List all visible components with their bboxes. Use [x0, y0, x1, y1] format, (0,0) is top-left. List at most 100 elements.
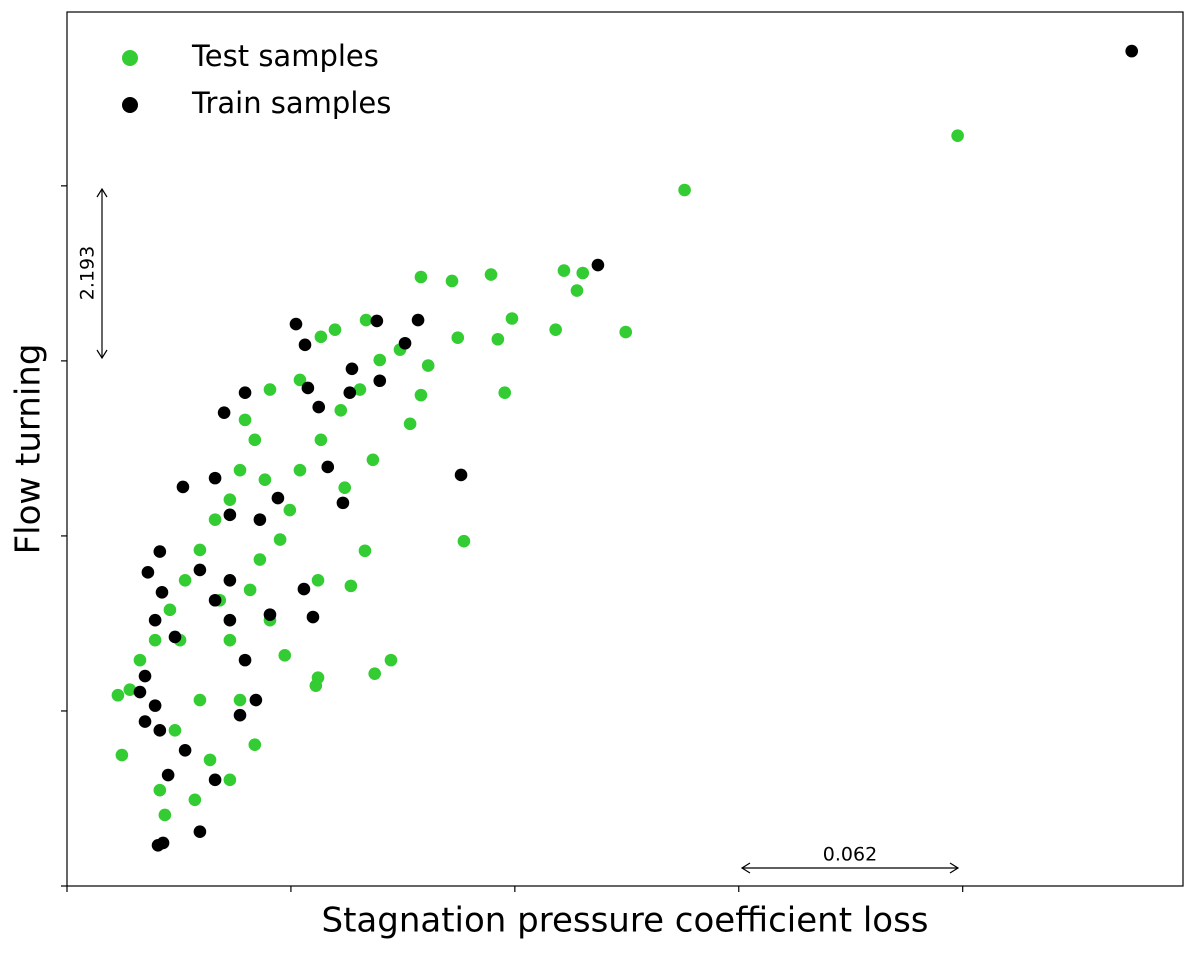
point	[283, 503, 297, 517]
point	[271, 491, 285, 505]
point	[293, 463, 307, 477]
point	[366, 453, 380, 467]
point	[505, 312, 519, 325]
point	[358, 544, 372, 558]
point	[336, 496, 350, 510]
point	[223, 508, 237, 522]
legend-marker	[122, 97, 138, 113]
point	[153, 545, 167, 558]
point	[306, 610, 320, 624]
point	[168, 630, 182, 644]
plot-frame	[66, 11, 1184, 887]
point	[557, 264, 571, 277]
point	[178, 573, 192, 587]
point	[343, 386, 357, 400]
point	[168, 724, 182, 737]
point	[141, 566, 155, 579]
point	[161, 768, 175, 782]
point	[334, 403, 348, 417]
point	[384, 653, 398, 667]
point	[148, 633, 162, 647]
point	[223, 633, 237, 647]
point	[570, 284, 584, 297]
point	[233, 708, 247, 722]
point	[238, 653, 252, 667]
point	[176, 480, 190, 494]
point	[238, 386, 252, 400]
point	[249, 693, 263, 707]
point	[258, 473, 272, 487]
point	[619, 325, 633, 339]
point	[457, 534, 471, 548]
point	[253, 513, 267, 526]
point	[208, 513, 222, 526]
point	[208, 593, 222, 607]
x-axis-title: Stagnation pressure coefficient loss	[321, 901, 928, 941]
point	[153, 783, 167, 797]
point	[278, 649, 292, 662]
point	[178, 744, 192, 757]
point	[445, 274, 459, 288]
point	[233, 463, 247, 477]
point	[484, 268, 498, 281]
point	[353, 383, 367, 396]
point	[359, 313, 373, 327]
point	[454, 468, 468, 482]
point	[233, 693, 247, 707]
point	[576, 266, 590, 280]
point	[344, 579, 358, 593]
point	[203, 753, 217, 767]
point	[370, 314, 384, 328]
point	[373, 353, 387, 367]
point	[243, 583, 257, 597]
scale-bar-x	[740, 862, 960, 874]
point	[312, 400, 326, 414]
scale-bar-y	[96, 187, 108, 360]
y-axis-title: Flow turning	[9, 344, 49, 555]
point	[163, 603, 177, 617]
point	[311, 573, 325, 587]
point	[314, 330, 328, 344]
point	[208, 773, 222, 787]
point	[248, 738, 262, 752]
point	[156, 836, 170, 850]
point	[217, 406, 231, 419]
point	[253, 553, 267, 566]
point	[403, 417, 417, 431]
point	[111, 688, 125, 702]
point	[951, 129, 964, 143]
point	[148, 699, 162, 712]
point	[223, 573, 237, 587]
point	[297, 582, 311, 596]
point	[345, 362, 359, 376]
point	[138, 715, 152, 728]
point	[451, 331, 465, 344]
point	[263, 383, 277, 396]
point	[338, 481, 352, 495]
point	[491, 332, 505, 346]
point	[368, 667, 382, 680]
point	[133, 653, 147, 667]
point	[328, 323, 342, 336]
legend-label: Train samples	[191, 86, 391, 120]
point	[591, 258, 605, 272]
point	[138, 669, 152, 683]
point	[289, 317, 303, 331]
point	[223, 613, 237, 627]
point	[421, 359, 435, 372]
point	[263, 608, 277, 621]
point	[148, 613, 162, 627]
point	[314, 433, 328, 447]
point	[223, 773, 237, 787]
legend-marker	[122, 50, 138, 66]
point	[273, 533, 287, 546]
annotation: 2.193	[77, 246, 99, 300]
point	[373, 374, 387, 388]
point	[678, 183, 691, 197]
point	[193, 693, 207, 707]
point	[411, 313, 425, 327]
point	[414, 388, 428, 402]
point	[123, 683, 137, 696]
point	[133, 685, 147, 699]
